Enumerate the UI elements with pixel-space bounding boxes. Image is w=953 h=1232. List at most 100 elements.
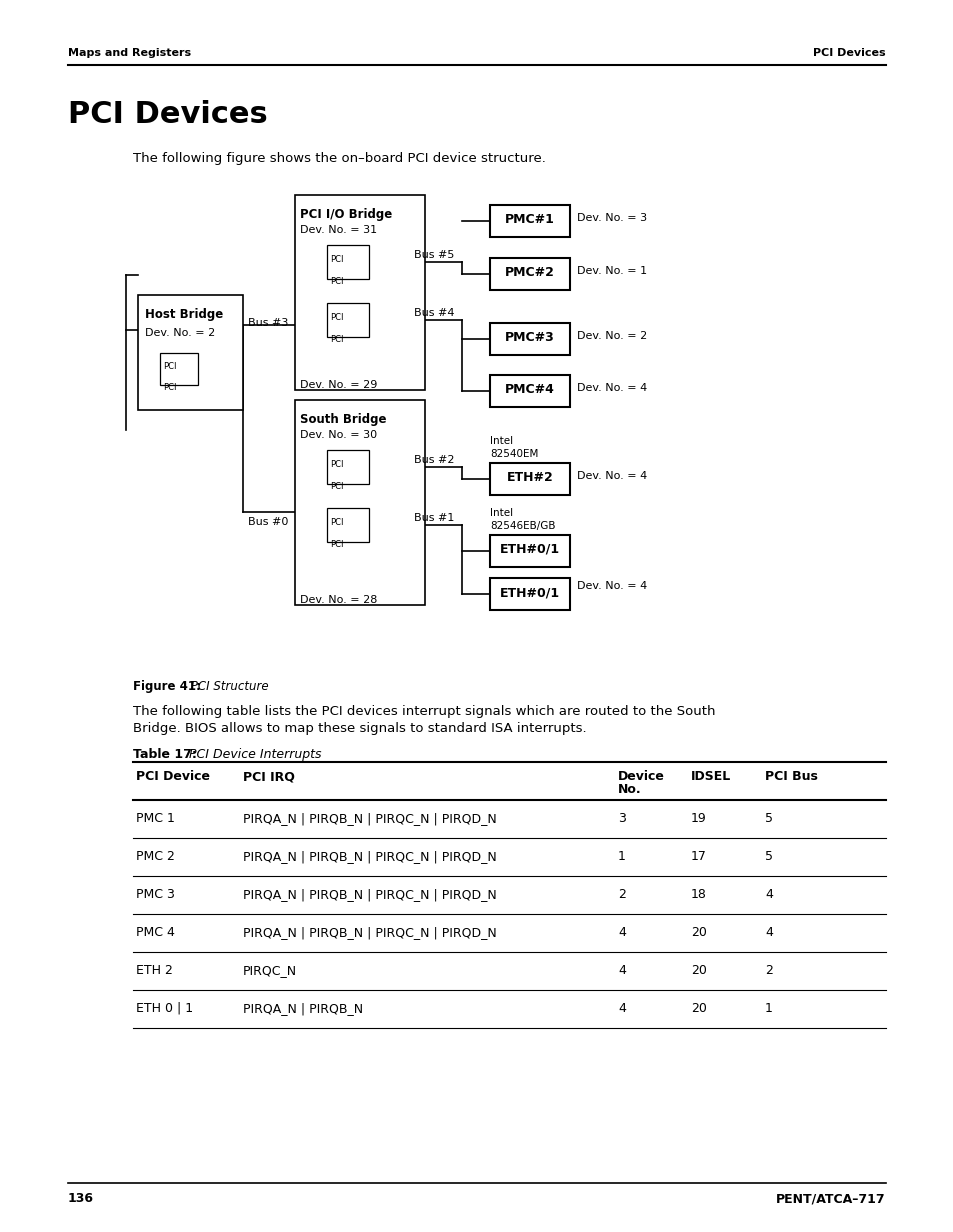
Text: 1: 1 — [618, 850, 625, 862]
Text: PCI: PCI — [163, 362, 176, 371]
Bar — [327, 508, 369, 542]
Text: ETH#2: ETH#2 — [506, 471, 553, 484]
Text: ETH 0 | 1: ETH 0 | 1 — [136, 1002, 193, 1015]
Text: Device: Device — [618, 770, 664, 784]
Text: Dev. No. = 3: Dev. No. = 3 — [577, 213, 646, 223]
Text: Table 17:: Table 17: — [132, 748, 196, 761]
Text: PENT/ATCA–717: PENT/ATCA–717 — [776, 1193, 885, 1205]
Text: PIRQA_N | PIRQB_N: PIRQA_N | PIRQB_N — [243, 1002, 363, 1015]
Text: Bus #1: Bus #1 — [414, 513, 454, 524]
Text: 18: 18 — [690, 888, 706, 901]
Text: Dev. No. = 2: Dev. No. = 2 — [145, 328, 215, 338]
Text: PCI Device Interrupts: PCI Device Interrupts — [185, 748, 321, 761]
Text: Bus #3: Bus #3 — [248, 318, 288, 328]
Text: Intel: Intel — [490, 436, 513, 446]
Bar — [160, 354, 198, 384]
Bar — [490, 257, 569, 290]
Text: PCI: PCI — [330, 335, 343, 344]
Text: PCI: PCI — [163, 383, 176, 392]
Text: PIRQA_N | PIRQB_N | PIRQC_N | PIRQD_N: PIRQA_N | PIRQB_N | PIRQC_N | PIRQD_N — [243, 850, 497, 862]
Text: PMC#3: PMC#3 — [504, 331, 555, 344]
Text: Dev. No. = 4: Dev. No. = 4 — [577, 383, 646, 393]
Text: 20: 20 — [690, 926, 706, 939]
Bar — [327, 450, 369, 484]
Text: 4: 4 — [764, 926, 772, 939]
Text: Host Bridge: Host Bridge — [145, 308, 223, 322]
Text: PCI Device: PCI Device — [136, 770, 210, 784]
Text: Bus #5: Bus #5 — [414, 250, 454, 260]
Text: 5: 5 — [764, 812, 772, 825]
Bar — [490, 323, 569, 355]
Text: Dev. No. = 28: Dev. No. = 28 — [299, 595, 377, 605]
Text: PMC#1: PMC#1 — [504, 213, 555, 225]
Text: Bus #2: Bus #2 — [414, 455, 454, 464]
Text: PCI: PCI — [330, 482, 343, 492]
Bar — [490, 205, 569, 237]
Text: 82546EB/GB: 82546EB/GB — [490, 521, 555, 531]
Text: ETH 2: ETH 2 — [136, 963, 172, 977]
Text: 2: 2 — [618, 888, 625, 901]
Text: PCI: PCI — [330, 517, 343, 527]
Text: PCI Structure: PCI Structure — [187, 680, 269, 692]
Text: Figure 41:: Figure 41: — [132, 680, 201, 692]
Bar — [138, 294, 243, 410]
Bar — [294, 195, 424, 391]
Bar — [490, 375, 569, 407]
Text: PIRQA_N | PIRQB_N | PIRQC_N | PIRQD_N: PIRQA_N | PIRQB_N | PIRQC_N | PIRQD_N — [243, 812, 497, 825]
Text: PIRQC_N: PIRQC_N — [243, 963, 296, 977]
Text: 136: 136 — [68, 1193, 94, 1205]
Text: Maps and Registers: Maps and Registers — [68, 48, 191, 58]
Text: ETH#0/1: ETH#0/1 — [499, 586, 559, 599]
Text: Dev. No. = 29: Dev. No. = 29 — [299, 379, 377, 391]
Text: Dev. No. = 30: Dev. No. = 30 — [299, 430, 376, 440]
Text: 4: 4 — [618, 963, 625, 977]
Text: PCI: PCI — [330, 460, 343, 469]
Text: PMC 4: PMC 4 — [136, 926, 174, 939]
Text: Dev. No. = 4: Dev. No. = 4 — [577, 582, 646, 591]
Text: 4: 4 — [618, 1002, 625, 1015]
Text: PMC 2: PMC 2 — [136, 850, 174, 862]
Text: PIRQA_N | PIRQB_N | PIRQC_N | PIRQD_N: PIRQA_N | PIRQB_N | PIRQC_N | PIRQD_N — [243, 926, 497, 939]
Text: PMC 1: PMC 1 — [136, 812, 174, 825]
Text: Bus #4: Bus #4 — [414, 308, 454, 318]
Text: No.: No. — [618, 784, 641, 796]
Text: PCI: PCI — [330, 277, 343, 286]
Text: PCI Devices: PCI Devices — [68, 100, 268, 129]
Bar — [490, 578, 569, 610]
Text: 5: 5 — [764, 850, 772, 862]
Text: PCI: PCI — [330, 540, 343, 549]
Text: Dev. No. = 1: Dev. No. = 1 — [577, 266, 646, 276]
Text: PCI Devices: PCI Devices — [813, 48, 885, 58]
Text: South Bridge: South Bridge — [299, 413, 386, 426]
Bar — [327, 303, 369, 338]
Text: 19: 19 — [690, 812, 706, 825]
Text: PCI I/O Bridge: PCI I/O Bridge — [299, 208, 392, 221]
Text: ETH#0/1: ETH#0/1 — [499, 543, 559, 556]
Text: 20: 20 — [690, 1002, 706, 1015]
Bar — [327, 245, 369, 278]
Text: Bus #0: Bus #0 — [248, 517, 288, 527]
Text: 82540EM: 82540EM — [490, 448, 537, 460]
Text: The following figure shows the on–board PCI device structure.: The following figure shows the on–board … — [132, 152, 545, 165]
Text: IDSEL: IDSEL — [690, 770, 731, 784]
Text: PCI: PCI — [330, 255, 343, 264]
Text: PMC 3: PMC 3 — [136, 888, 174, 901]
Text: 3: 3 — [618, 812, 625, 825]
Text: 1: 1 — [764, 1002, 772, 1015]
Text: Dev. No. = 31: Dev. No. = 31 — [299, 225, 376, 235]
Text: 4: 4 — [764, 888, 772, 901]
Text: PCI IRQ: PCI IRQ — [243, 770, 294, 784]
Text: PCI: PCI — [330, 313, 343, 322]
Text: Bridge. BIOS allows to map these signals to standard ISA interrupts.: Bridge. BIOS allows to map these signals… — [132, 722, 586, 736]
Bar — [490, 463, 569, 495]
Text: 20: 20 — [690, 963, 706, 977]
Text: 2: 2 — [764, 963, 772, 977]
Text: The following table lists the PCI devices interrupt signals which are routed to : The following table lists the PCI device… — [132, 705, 715, 718]
Text: PMC#2: PMC#2 — [504, 266, 555, 278]
Text: 4: 4 — [618, 926, 625, 939]
Text: Dev. No. = 2: Dev. No. = 2 — [577, 331, 646, 341]
Text: PCI Bus: PCI Bus — [764, 770, 817, 784]
Bar — [490, 535, 569, 567]
Text: Dev. No. = 4: Dev. No. = 4 — [577, 471, 646, 480]
Text: 17: 17 — [690, 850, 706, 862]
